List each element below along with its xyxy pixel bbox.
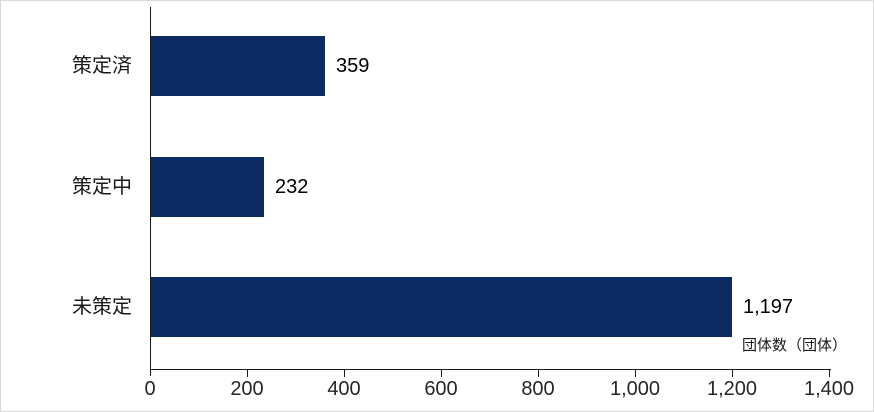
x-axis-tick-label: 800: [521, 378, 555, 400]
x-axis-tick-label: 0: [144, 378, 156, 400]
y-axis-line: [150, 7, 151, 376]
x-axis-line: [150, 369, 831, 370]
x-axis-tick-label: 600: [424, 378, 458, 400]
x-axis-tick-label: 1,400: [803, 378, 855, 400]
value-label: 1,197: [743, 296, 794, 318]
x-axis-tick: [344, 370, 345, 377]
category-label: 策定中: [72, 176, 132, 198]
category-label: 策定済: [72, 55, 132, 77]
bar: [151, 36, 325, 96]
x-axis-tick: [538, 370, 539, 377]
x-axis-tick: [829, 370, 830, 377]
x-axis-tick: [635, 370, 636, 377]
category-label: 未策定: [72, 296, 132, 318]
x-axis-tick-label: 1,200: [706, 378, 758, 400]
bar: [151, 277, 732, 337]
value-label: 232: [275, 176, 309, 198]
x-axis-tick-label: 1,000: [609, 378, 661, 400]
x-axis-tick: [441, 370, 442, 377]
bar: [151, 157, 264, 217]
axis-unit-label: 団体数（団体）: [742, 337, 848, 354]
x-axis-tick: [247, 370, 248, 377]
value-label: 359: [336, 55, 370, 77]
x-axis-tick: [732, 370, 733, 377]
x-axis-tick-label: 400: [327, 378, 361, 400]
x-axis-tick-label: 200: [230, 378, 264, 400]
